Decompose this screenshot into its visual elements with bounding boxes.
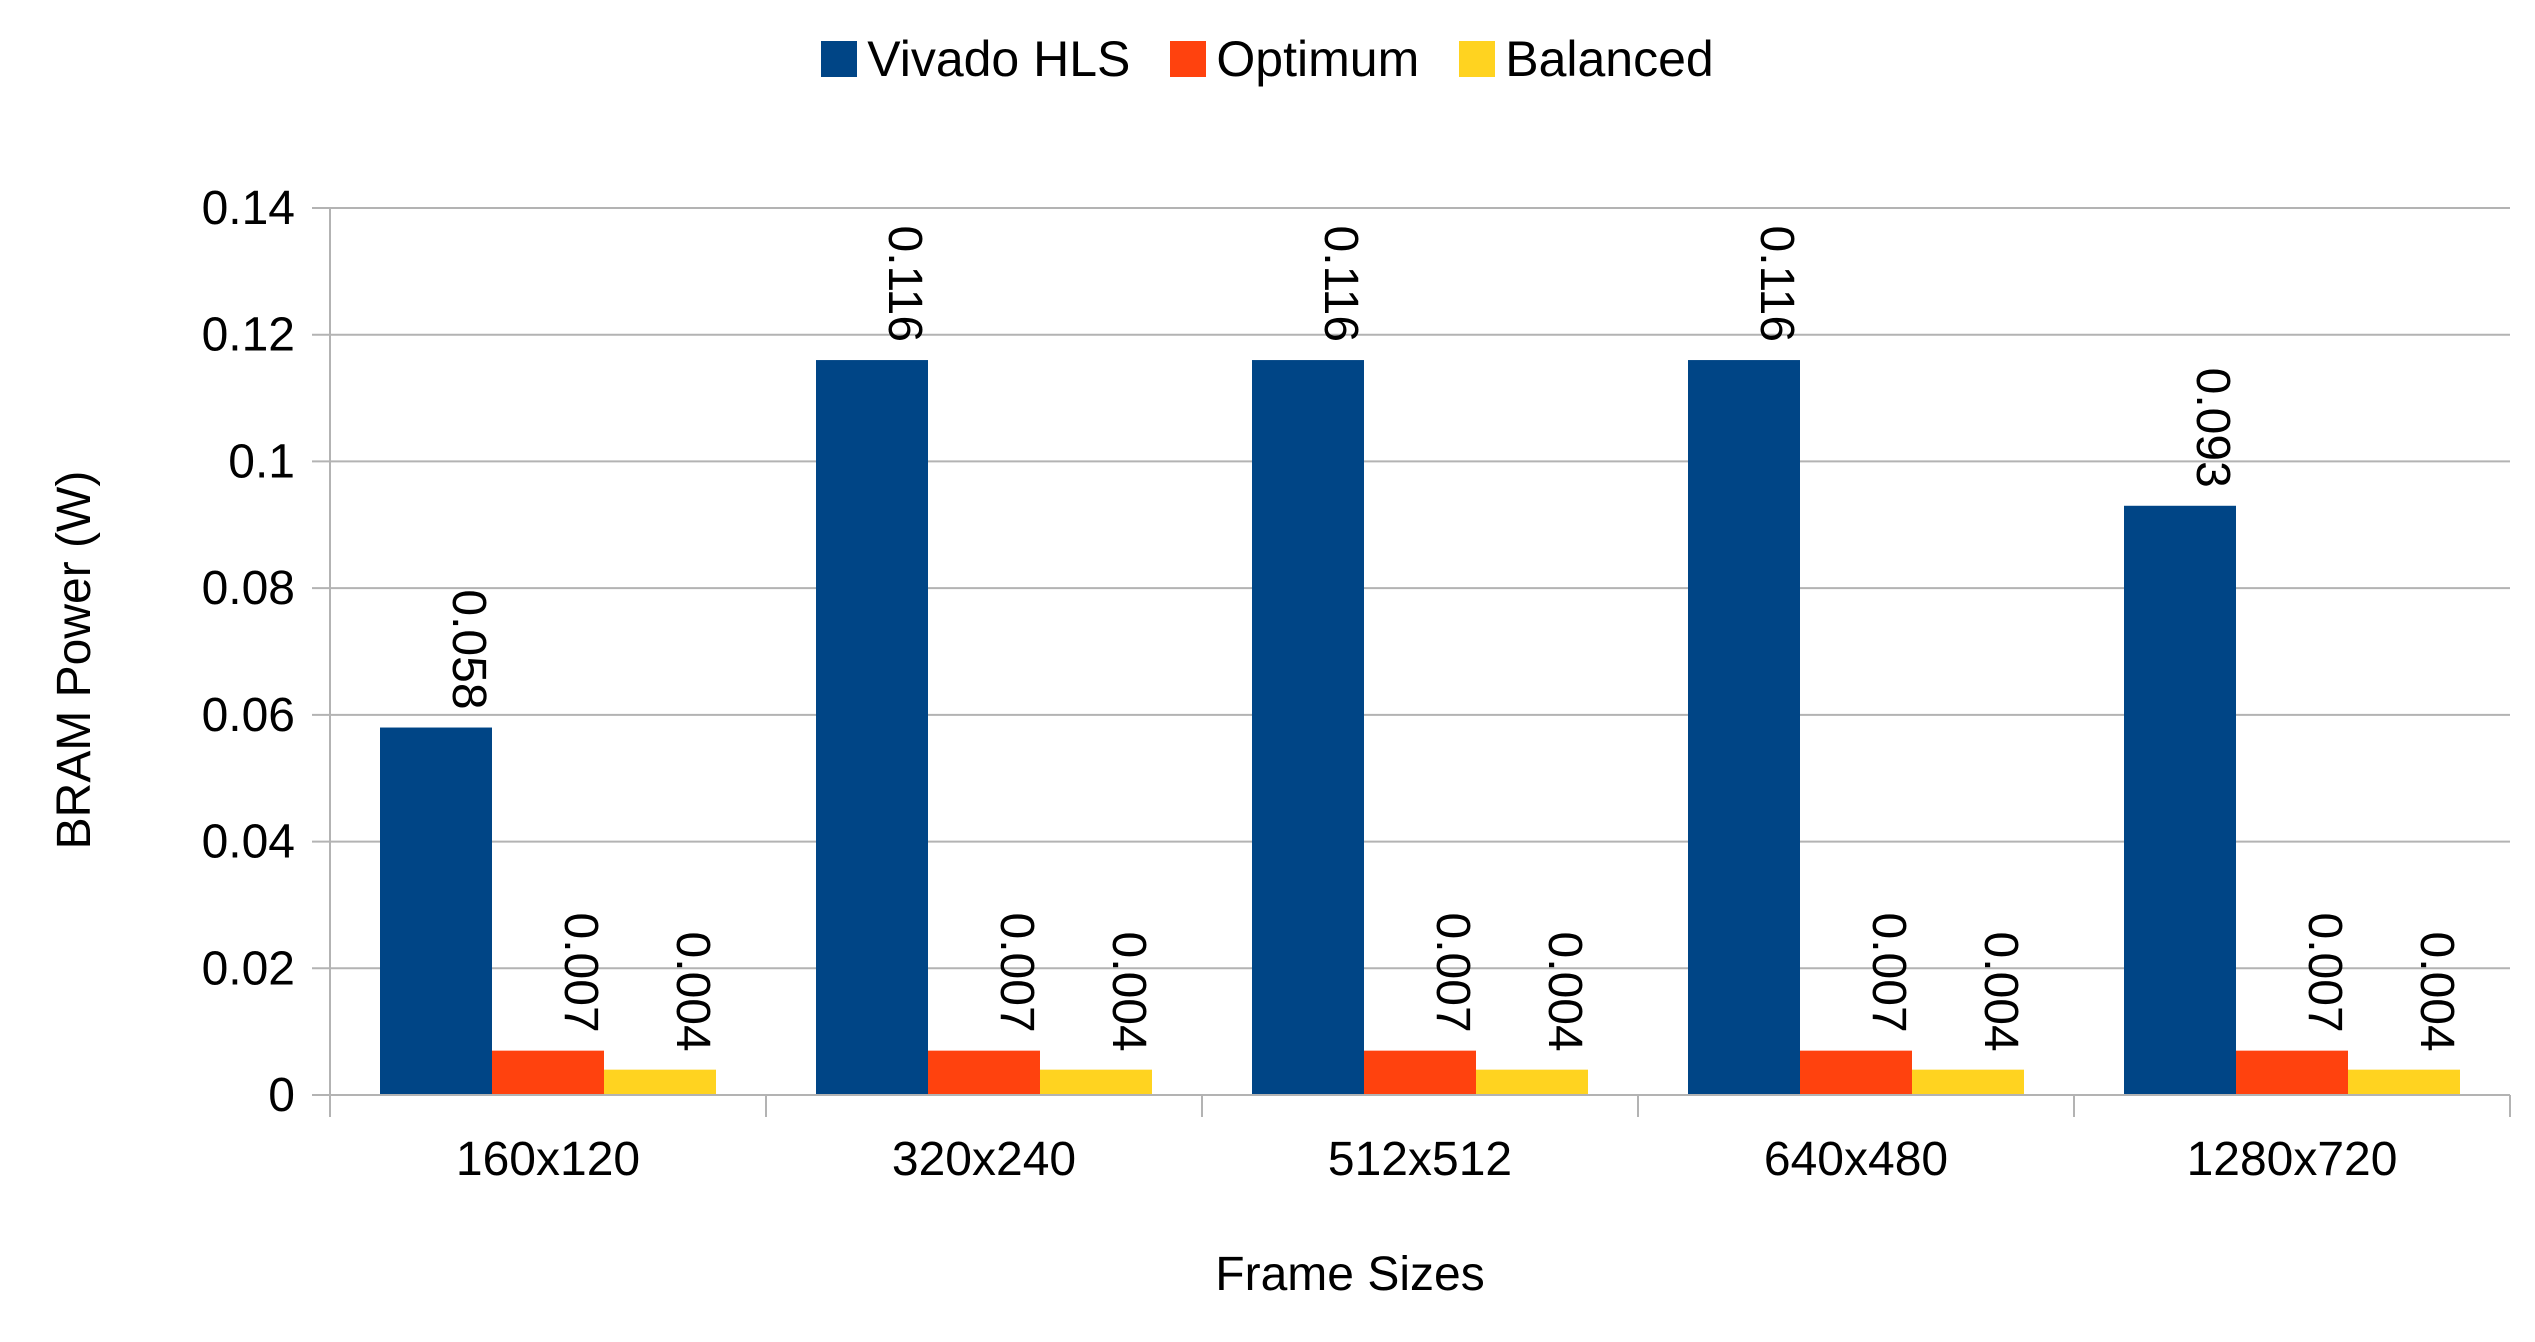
bar-balanced	[1040, 1069, 1152, 1095]
bar-balanced	[1476, 1069, 1588, 1095]
x-axis-title: Frame Sizes	[1215, 1248, 1484, 1301]
y-tick-label: 0.04	[202, 816, 295, 869]
bar-vivado-hls	[2124, 505, 2236, 1095]
bar-value-label: 0.004	[666, 932, 719, 1052]
bar-value-labels: 0.058 0.007 0.004 0.116 0.007 0.004 0.116 0.007…	[442, 225, 2463, 1051]
bar-value-label: 0.007	[990, 913, 1043, 1033]
bar-value-label: 0.004	[1974, 932, 2027, 1052]
legend-item-vivado-hls: Vivado HLS	[821, 30, 1130, 88]
bar-value-label: 0.058	[442, 589, 495, 709]
legend-item-balanced: Balanced	[1459, 30, 1714, 88]
legend-swatch-vivado-hls	[821, 41, 858, 77]
bar-optimum	[928, 1050, 1040, 1095]
y-tick-label: 0.06	[202, 689, 295, 742]
bar-value-label: 0.004	[1538, 932, 1591, 1052]
bar-vivado-hls	[816, 360, 928, 1095]
x-tick-label: 1280x720	[2187, 1133, 2398, 1186]
bar-optimum	[1364, 1050, 1476, 1095]
bar-value-label: 0.004	[1102, 932, 1155, 1052]
legend-label-balanced: Balanced	[1505, 31, 1714, 87]
legend-swatch-optimum	[1170, 41, 1207, 77]
bar-value-label: 0.007	[554, 913, 607, 1033]
bar-value-label: 0.007	[2298, 913, 2351, 1033]
legend-swatch-balanced	[1459, 41, 1496, 77]
bar-vivado-hls	[1252, 360, 1364, 1095]
bars	[380, 360, 2460, 1095]
bar-value-label: 0.093	[2186, 368, 2239, 488]
bar-value-label: 0.116	[1314, 225, 1367, 342]
bar-optimum	[2236, 1050, 2348, 1095]
y-tick-label: 0.14	[202, 182, 295, 235]
bar-optimum	[492, 1050, 604, 1095]
y-tick-label: 0.1	[228, 435, 295, 488]
y-tick-label: 0.08	[202, 562, 295, 615]
bar-value-label: 0.007	[1426, 913, 1479, 1033]
y-axis-title: BRAM Power (W)	[48, 471, 101, 850]
bar-vivado-hls	[1688, 360, 1800, 1095]
x-tick-label: 320x240	[892, 1133, 1076, 1186]
bar-value-label: 0.007	[1862, 913, 1915, 1033]
x-axis-ticks: 160x120 320x240 512x512 640x480 1280x720	[329, 1095, 2511, 1186]
legend-label-vivado-hls: Vivado HLS	[867, 31, 1131, 87]
bar-balanced	[604, 1069, 716, 1095]
y-axis-ticks: 0 0.02 0.04 0.06 0.08 0.1 0.12 0.14	[202, 182, 330, 1122]
legend-item-optimum: Optimum	[1170, 30, 1419, 88]
bar-value-label: 0.116	[878, 225, 931, 342]
bar-balanced	[2348, 1069, 2460, 1095]
x-tick-label: 640x480	[1764, 1133, 1948, 1186]
x-tick-label: 512x512	[1328, 1133, 1512, 1186]
x-tick-label: 160x120	[456, 1133, 640, 1186]
legend: Vivado HLS Optimum Balanced	[0, 30, 2535, 88]
y-tick-label: 0	[268, 1069, 295, 1122]
bar-value-label: 0.116	[1750, 225, 1803, 342]
y-tick-label: 0.12	[202, 309, 295, 362]
legend-label-optimum: Optimum	[1216, 31, 1420, 87]
bar-vivado-hls	[380, 727, 492, 1095]
bar-value-label: 0.004	[2410, 932, 2463, 1052]
bar-balanced	[1912, 1069, 2024, 1095]
y-tick-label: 0.02	[202, 942, 295, 995]
bar-optimum	[1800, 1050, 1912, 1095]
